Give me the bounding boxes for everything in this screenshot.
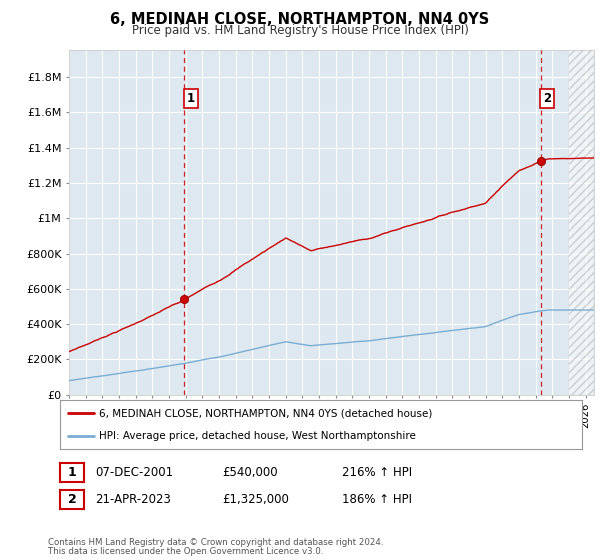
Text: Price paid vs. HM Land Registry's House Price Index (HPI): Price paid vs. HM Land Registry's House …: [131, 24, 469, 36]
Text: HPI: Average price, detached house, West Northamptonshire: HPI: Average price, detached house, West…: [99, 431, 416, 441]
Text: Contains HM Land Registry data © Crown copyright and database right 2024.: Contains HM Land Registry data © Crown c…: [48, 539, 383, 548]
Text: £1,325,000: £1,325,000: [222, 493, 289, 506]
Text: 07-DEC-2001: 07-DEC-2001: [95, 465, 173, 479]
Text: 21-APR-2023: 21-APR-2023: [95, 493, 170, 506]
Text: 1: 1: [187, 92, 195, 105]
Text: £540,000: £540,000: [222, 465, 278, 479]
Text: 216% ↑ HPI: 216% ↑ HPI: [342, 465, 412, 479]
Text: 2: 2: [68, 493, 76, 506]
Text: This data is licensed under the Open Government Licence v3.0.: This data is licensed under the Open Gov…: [48, 548, 323, 557]
Text: 2: 2: [544, 92, 551, 105]
Text: 186% ↑ HPI: 186% ↑ HPI: [342, 493, 412, 506]
Text: 6, MEDINAH CLOSE, NORTHAMPTON, NN4 0YS: 6, MEDINAH CLOSE, NORTHAMPTON, NN4 0YS: [110, 12, 490, 27]
Text: 1: 1: [68, 465, 76, 479]
Text: 6, MEDINAH CLOSE, NORTHAMPTON, NN4 0YS (detached house): 6, MEDINAH CLOSE, NORTHAMPTON, NN4 0YS (…: [99, 408, 433, 418]
